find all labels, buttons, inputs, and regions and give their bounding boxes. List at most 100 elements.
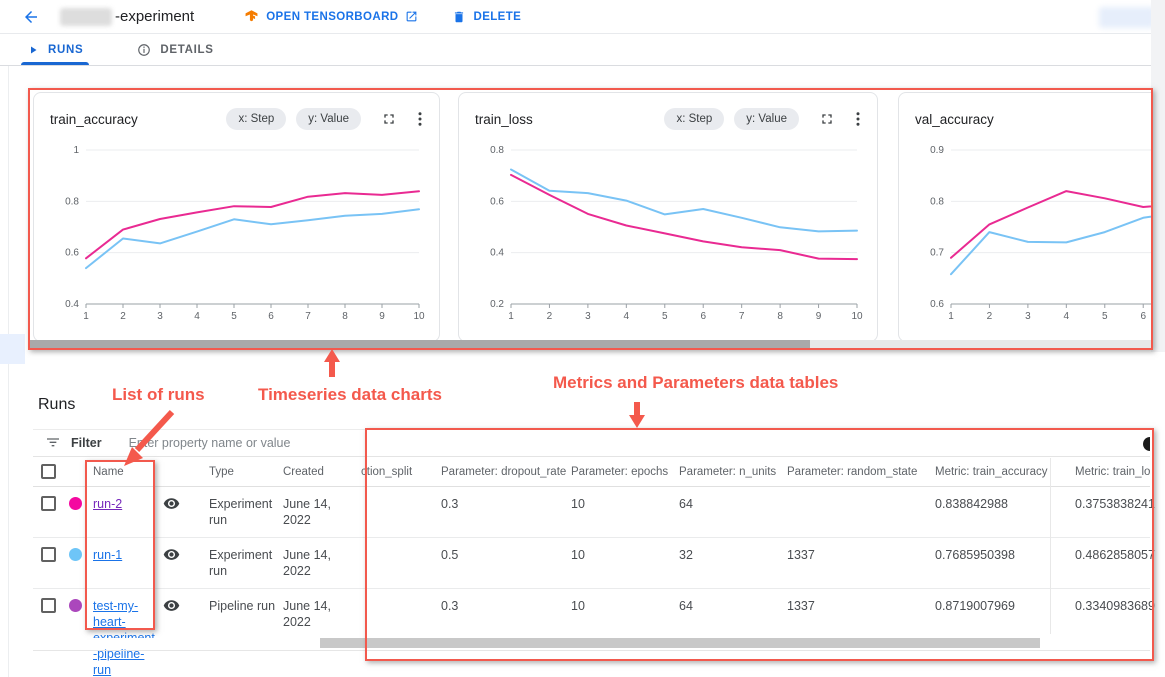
col-created[interactable]: Created xyxy=(283,457,361,487)
x-tick-label: 6 xyxy=(700,311,706,322)
open-tensorboard-button[interactable]: OPEN TENSORBOARD xyxy=(244,9,418,24)
x-tick-label: 1 xyxy=(83,311,89,322)
run-value-cell xyxy=(787,486,935,538)
axis-chip[interactable]: y: Value xyxy=(734,108,799,130)
y-tick-label: 0.6 xyxy=(930,299,944,310)
run-name-link[interactable]: run-1 xyxy=(93,548,123,562)
x-tick-label: 1 xyxy=(508,311,514,322)
table-scrollbar-thumb[interactable] xyxy=(320,638,1040,648)
filter-input[interactable] xyxy=(126,435,1150,451)
axis-chip[interactable]: y: Value xyxy=(296,108,361,130)
run-value-cell: 0.3 xyxy=(441,486,571,538)
delete-button[interactable]: DELETE xyxy=(452,10,521,24)
y-tick-label: 0.8 xyxy=(65,196,79,207)
axis-chip[interactable]: x: Step xyxy=(226,108,287,130)
filter-bar: Filter xyxy=(33,429,1150,457)
x-tick-label: 1 xyxy=(948,311,954,322)
charts-scrollbar-thumb[interactable] xyxy=(30,340,810,348)
col-name[interactable]: Name xyxy=(93,457,163,487)
y-tick-label: 0.2 xyxy=(490,299,504,310)
runs-section-heading: Runs xyxy=(38,396,76,413)
run-value-cell: 0.838842988 xyxy=(935,486,1075,538)
redacted-header-control xyxy=(1099,7,1155,28)
table-column-divider xyxy=(1050,458,1051,634)
run-created-cell: June 14, 2022 xyxy=(283,486,361,538)
x-tick-label: 2 xyxy=(547,311,553,322)
y-tick-label: 0.8 xyxy=(490,145,504,156)
run-value-cell: 0.3753838241 xyxy=(1075,486,1155,538)
x-tick-label: 5 xyxy=(1102,311,1108,322)
table-row: run-2 Experiment run June 14, 2022 0.3 10 64 0… xyxy=(33,486,1155,538)
run-type-cell: Experiment run xyxy=(209,486,283,538)
select-all-checkbox[interactable] xyxy=(41,464,56,479)
series-line-run-2 xyxy=(510,173,858,261)
row-checkbox[interactable] xyxy=(41,598,56,613)
clipped-help-icon[interactable] xyxy=(1143,437,1150,451)
row-checkbox[interactable] xyxy=(41,547,56,562)
visibility-icon[interactable] xyxy=(163,495,180,512)
col-fraction-split[interactable]: ction_split xyxy=(361,457,441,487)
left-gutter-divider xyxy=(8,66,9,677)
fullscreen-icon xyxy=(822,114,832,124)
x-tick-label: 3 xyxy=(157,311,163,322)
series-line-run-2 xyxy=(85,190,420,260)
col-train-accuracy[interactable]: Metric: train_accuracy xyxy=(935,457,1075,487)
col-dropout-rate[interactable]: Parameter: dropout_rate xyxy=(441,457,571,487)
x-tick-label: 7 xyxy=(739,311,745,322)
col-train-loss[interactable]: Metric: train_loss xyxy=(1075,457,1150,487)
x-tick-label: 9 xyxy=(816,311,822,322)
col-epochs[interactable]: Parameter: epochs xyxy=(571,457,679,487)
back-button[interactable] xyxy=(22,8,40,26)
y-tick-label: 0.7 xyxy=(930,248,944,259)
annotation-arrow-metrics xyxy=(629,402,645,428)
tab-runs[interactable]: RUNS xyxy=(10,34,100,65)
x-tick-label: 3 xyxy=(585,311,591,322)
axis-chips: x: Step y: Value xyxy=(664,108,799,130)
x-tick-label: 4 xyxy=(1064,311,1070,322)
run-created-cell: June 14, 2022 xyxy=(283,588,361,677)
page-title: -experiment xyxy=(115,8,195,25)
x-tick-label: 4 xyxy=(194,311,200,322)
visibility-icon[interactable] xyxy=(163,546,180,563)
left-edge-highlight xyxy=(0,334,25,364)
filter-label: Filter xyxy=(71,436,102,450)
chart-menu-button[interactable] xyxy=(417,110,423,128)
run-value-cell: 10 xyxy=(571,588,679,677)
timeseries-charts-panel: train_accuracy x: Step y: Value 0.4 0.6 0.8… xyxy=(30,90,1151,348)
fullscreen-button[interactable] xyxy=(381,111,397,127)
y-tick-label: 0.6 xyxy=(490,196,504,207)
table-horizontal-scrollbar xyxy=(33,638,1150,649)
play-icon xyxy=(31,46,37,53)
back-arrow-icon xyxy=(25,10,37,23)
filter-icon xyxy=(47,438,59,447)
run-created-cell: June 14, 2022 xyxy=(283,537,361,589)
run-value-cell: 0.4862858057 xyxy=(1075,537,1155,589)
runs-table: Name Type Created ction_split Parameter:… xyxy=(33,457,1155,677)
visibility-icon[interactable] xyxy=(163,597,180,614)
series-line-run-2 xyxy=(950,190,1151,259)
app-bar: -experiment OPEN TENSORBOARD DELETE xyxy=(0,0,1165,34)
y-tick-label: 0.4 xyxy=(65,299,79,310)
x-tick-label: 6 xyxy=(268,311,274,322)
tab-details[interactable]: DETAILS xyxy=(120,34,230,65)
run-value-cell: 0.8719007969 xyxy=(935,588,1075,677)
row-checkbox[interactable] xyxy=(41,496,56,511)
axis-chip[interactable]: x: Step xyxy=(664,108,725,130)
chart-menu-button[interactable] xyxy=(855,110,861,128)
fullscreen-button[interactable] xyxy=(819,111,835,127)
col-n-units[interactable]: Parameter: n_units xyxy=(679,457,787,487)
run-type-cell: Pipeline run xyxy=(209,588,283,677)
x-tick-label: 5 xyxy=(231,311,237,322)
series-line-run-1 xyxy=(85,208,420,270)
trash-icon xyxy=(455,11,464,22)
col-visibility xyxy=(163,457,209,487)
run-value-cell: 1337 xyxy=(787,588,935,677)
run-value-cell: 0.5 xyxy=(441,537,571,589)
annotation-arrow-timeseries xyxy=(324,349,340,377)
table-row: run-1 Experiment run June 14, 2022 0.5 10 32 1… xyxy=(33,537,1155,589)
x-tick-label: 2 xyxy=(120,311,126,322)
col-type[interactable]: Type xyxy=(209,457,283,487)
run-name-link[interactable]: run-2 xyxy=(93,497,123,511)
run-value-cell: 32 xyxy=(679,537,787,589)
col-random-state[interactable]: Parameter: random_state xyxy=(787,457,935,487)
